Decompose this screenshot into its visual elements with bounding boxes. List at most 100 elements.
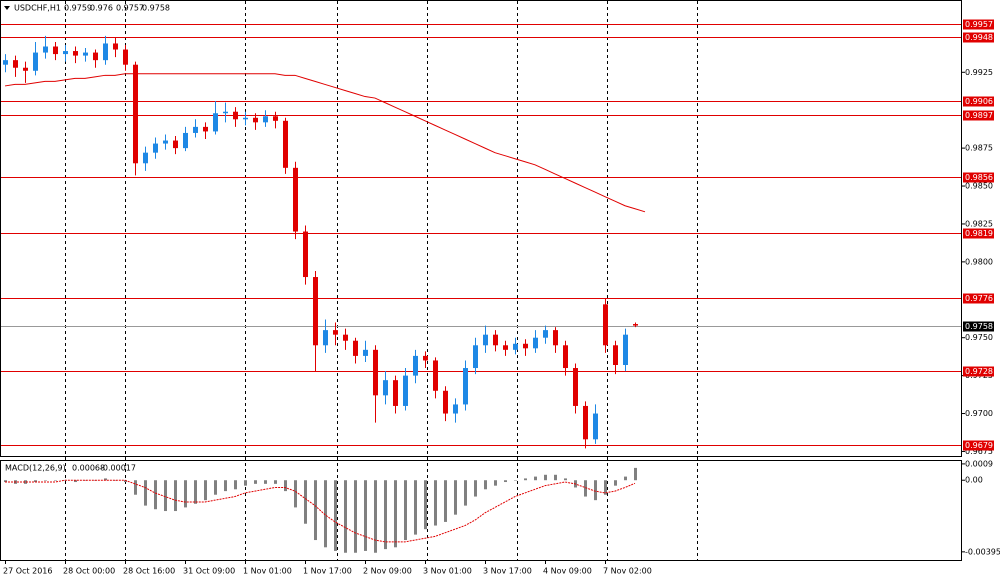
candle-body [13,60,18,68]
menu-arrow[interactable] [4,6,10,10]
macd-bar [464,480,467,506]
macd-bar [44,480,47,481]
candle-body [83,52,88,56]
level-label-box [963,440,994,451]
candle-body [633,324,638,326]
candle-body [353,340,358,356]
y-tick-label: 0.9850 [965,182,993,191]
x-tick-label: 1 Nov 01:00 [243,567,292,576]
macd-bar [394,480,397,548]
macd-panel [0,460,962,561]
candle-body [393,380,398,406]
macd-value: 0.00068 [72,464,105,473]
macd-bar [164,480,167,512]
macd-bar [564,478,567,481]
level-label: 0.9679 [965,441,993,450]
y-tick-label: 0.9925 [965,68,993,77]
candle-body [283,120,288,168]
macd-bar [54,480,57,481]
macd-bar [274,480,277,484]
x-tick-label: 3 Nov 17:00 [483,567,532,576]
level-label: 0.9948 [965,33,993,42]
macd-bar [174,480,177,512]
level-label-box [963,366,994,377]
candle-body [443,390,448,414]
level-label: 0.9819 [965,229,993,238]
candle-body [263,116,268,123]
ohlc-value: 0.976 [90,4,113,13]
macd-bar [234,480,237,490]
signal-value: -0.00017 [100,464,136,473]
candle-body [583,405,588,440]
macd-bar [294,480,297,508]
y-tick-label: 0.9700 [965,409,993,418]
level-label-box [963,32,994,43]
level-label: 0.9957 [965,20,993,29]
candle-body [173,140,178,149]
candle-body [323,330,328,346]
level-label-box [963,110,994,121]
candle-body [303,231,308,278]
level-label: 0.9856 [965,173,993,182]
y-tick-label: 0.9750 [965,333,993,342]
candle-body [603,304,608,346]
level-label: 0.9897 [965,111,993,120]
macd-bar [124,480,127,483]
x-tick-label: 28 Oct 16:00 [123,567,175,576]
macd-title: MACD(12,26,9) [5,464,66,473]
candle-body [133,64,138,164]
level-label: 0.9728 [965,367,993,376]
ohlc-value: 0.9758 [142,4,170,13]
macd-bar [634,467,637,481]
candle-body [473,345,478,369]
macd-bar [404,480,407,541]
candle-body [293,167,298,232]
candle-body [573,368,578,406]
x-tick-label: 4 Nov 09:00 [543,567,592,576]
macd-bar [314,480,317,541]
ohlc-value: 0.9757 [116,4,144,13]
x-tick-label: 27 Oct 2016 [3,567,52,576]
candle-body [503,345,508,350]
macd-bar [194,480,197,504]
candle-body [103,43,108,61]
candle-body [153,143,158,153]
macd-bar [4,480,7,483]
candle-body [523,343,528,349]
candle-body [613,345,618,365]
y-tick-label: 0.9675 [965,447,993,456]
level-label-box [963,228,994,239]
candle-body [413,355,418,376]
x-tick-label: 3 Nov 01:00 [423,567,472,576]
macd-bar [74,480,77,483]
candle-body [533,337,538,349]
ohlc-value: 0.9759 [64,4,92,13]
level-label-box [963,96,994,107]
price-label: 0.9758 [965,322,993,331]
macd-bar [114,480,117,481]
candle-body [433,360,438,391]
candle-body [563,345,568,369]
macd-bar [204,480,207,501]
candle-body [313,277,318,346]
y-tick-label: -0.00395 [965,547,1000,556]
candle-body [203,126,208,132]
candle-body [183,132,188,149]
level-label-box [963,293,994,304]
level-label-box [963,172,994,183]
macd-bar [324,480,327,548]
macd-bar [484,480,487,490]
candle-body [333,330,338,335]
y-tick-label: 0.9825 [965,219,993,228]
candle-body [363,349,368,356]
macd-bar [374,480,377,553]
macd-bar [244,480,247,486]
macd-bar [254,480,257,484]
x-tick-label: 1 Nov 17:00 [303,567,352,576]
macd-bar [454,480,457,515]
macd-bar [264,480,267,484]
candle-body [23,67,28,71]
macd-bar [284,480,287,492]
candle-body [273,116,278,121]
